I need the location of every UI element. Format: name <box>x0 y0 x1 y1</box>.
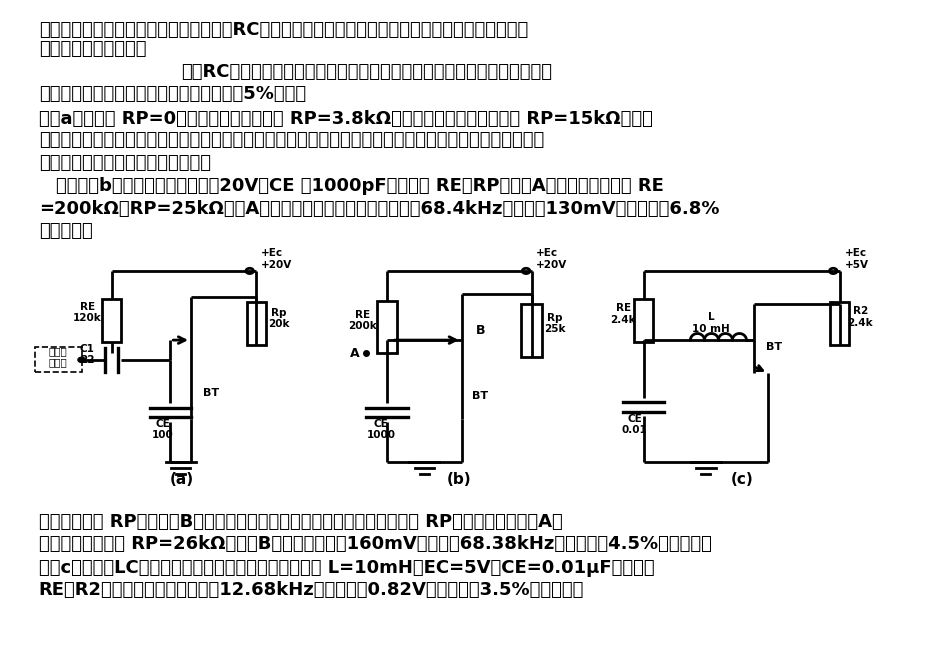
Text: B: B <box>476 323 485 337</box>
Circle shape <box>78 358 86 362</box>
Bar <box>35 348 82 372</box>
Text: Rp
25k: Rp 25k <box>544 313 566 334</box>
Bar <box>102 299 121 342</box>
Bar <box>522 304 542 357</box>
Text: 实际上，由于 RP较大，在B点也同样有正弦波输出。这时只需略微调整一下 RP，有时可以得到比A点: 实际上，由于 RP较大，在B点也同样有正弦波输出。这时只需略微调整一下 RP，有… <box>39 513 562 531</box>
Text: 的正弦波。: 的正弦波。 <box>39 222 92 240</box>
Text: 更好的正弦波。当 RP=26kΩ时，在B点可得到幅度为160mV、频率为68.38kHz、失真度为4.5%的正弦波。: 更好的正弦波。当 RP=26kΩ时，在B点可得到幅度为160mV、频率为68.3… <box>39 535 711 553</box>
Text: 出基本上是正弦波。不同的单结晶体管，它的特性曲线形状不一样，峰、谷点电压数値也有较大的差别，因: 出基本上是正弦波。不同的单结晶体管，它的特性曲线形状不一样，峰、谷点电压数値也有… <box>39 131 544 149</box>
Text: RE
120k: RE 120k <box>73 301 102 323</box>
Text: (c): (c) <box>730 472 754 487</box>
Text: +Ec
+20V: +Ec +20V <box>536 248 568 270</box>
Bar <box>377 301 398 354</box>
Text: A: A <box>350 347 360 360</box>
Text: 图（c）为采用LC回路的单结晶体管正弦波振荡电路。当 L=10mH，EC=5V，CE=0.01μF时，调节: 图（c）为采用LC回路的单结晶体管正弦波振荡电路。当 L=10mH，EC=5V，… <box>39 559 655 577</box>
Bar <box>831 302 849 345</box>
Text: 当按图（b）连接时，电源电压为20V，CE 为1000pF时，调整 RE、RP，可在A端得到正弦波，当 RE: 当按图（b）连接时，电源电压为20V，CE 为1000pF时，调整 RE、RP，… <box>56 177 663 195</box>
Text: 由于RC充放电曲线不同于正弦曲线，因此波形有失真现象，但是可以用降低: 由于RC充放电曲线不同于正弦曲线，因此波形有失真现象，但是可以用降低 <box>182 63 553 81</box>
Text: L
10 mH: L 10 mH <box>692 312 730 334</box>
Text: R2
2.4k: R2 2.4k <box>848 306 873 328</box>
Text: BT: BT <box>203 388 219 398</box>
Text: 本电路利用单结晶体管的负阔特性，采用RC充放电回路产生正弦波振荡。线路简单，波形可以连续地: 本电路利用单结晶体管的负阔特性，采用RC充放电回路产生正弦波振荡。线路简单，波形… <box>39 21 528 39</box>
Text: CE
0.01: CE 0.01 <box>622 414 647 435</box>
Text: CE
1000: CE 1000 <box>366 419 396 440</box>
Text: 图（a）中，当 RP=0时，输出为锯齿波；当 RP=3.8kΩ时，输出为近似正弦波；当 RP=15kΩ时，输: 图（a）中，当 RP=0时，输出为锯齿波；当 RP=3.8kΩ时，输出为近似正弦… <box>39 109 653 127</box>
Text: RE
200k: RE 200k <box>349 309 377 331</box>
Text: +Ec
+20V: +Ec +20V <box>261 248 292 270</box>
Text: 由锯齿波变到正弦波。: 由锯齿波变到正弦波。 <box>39 41 146 59</box>
Text: 幅度的办法来减小失真，一般失真度可做到5%以下。: 幅度的办法来减小失真，一般失真度可做到5%以下。 <box>39 85 306 103</box>
Text: 此振荡电路的具体参数也是不同的。: 此振荡电路的具体参数也是不同的。 <box>39 153 211 171</box>
Text: (b): (b) <box>447 472 471 487</box>
Bar <box>634 299 653 342</box>
Text: BT: BT <box>767 342 783 352</box>
Text: (a): (a) <box>170 472 194 487</box>
Text: C1
22: C1 22 <box>80 344 95 366</box>
Text: =200kΩ，RP=25kΩ时，A端的波形较好。此时可得到频率为68.4kHz、幅度为130mV，失真度为6.8%: =200kΩ，RP=25kΩ时，A端的波形较好。此时可得到频率为68.4kHz、… <box>39 200 719 218</box>
Bar <box>247 302 266 345</box>
Text: Rp
20k: Rp 20k <box>268 307 289 329</box>
Text: CE
100: CE 100 <box>152 419 173 440</box>
Text: RE、R2，在发射极可得到频率为12.68kHz、有效値为0.82V、失真度为3.5%的正弦波。: RE、R2，在发射极可得到频率为12.68kHz、有效値为0.82V、失真度为3… <box>39 581 584 599</box>
Text: 示波器
频率计: 示波器 频率计 <box>49 346 68 368</box>
Text: +Ec
+5V: +Ec +5V <box>844 248 869 270</box>
Text: RE
2.4k: RE 2.4k <box>610 303 636 325</box>
Text: BT: BT <box>472 391 488 401</box>
